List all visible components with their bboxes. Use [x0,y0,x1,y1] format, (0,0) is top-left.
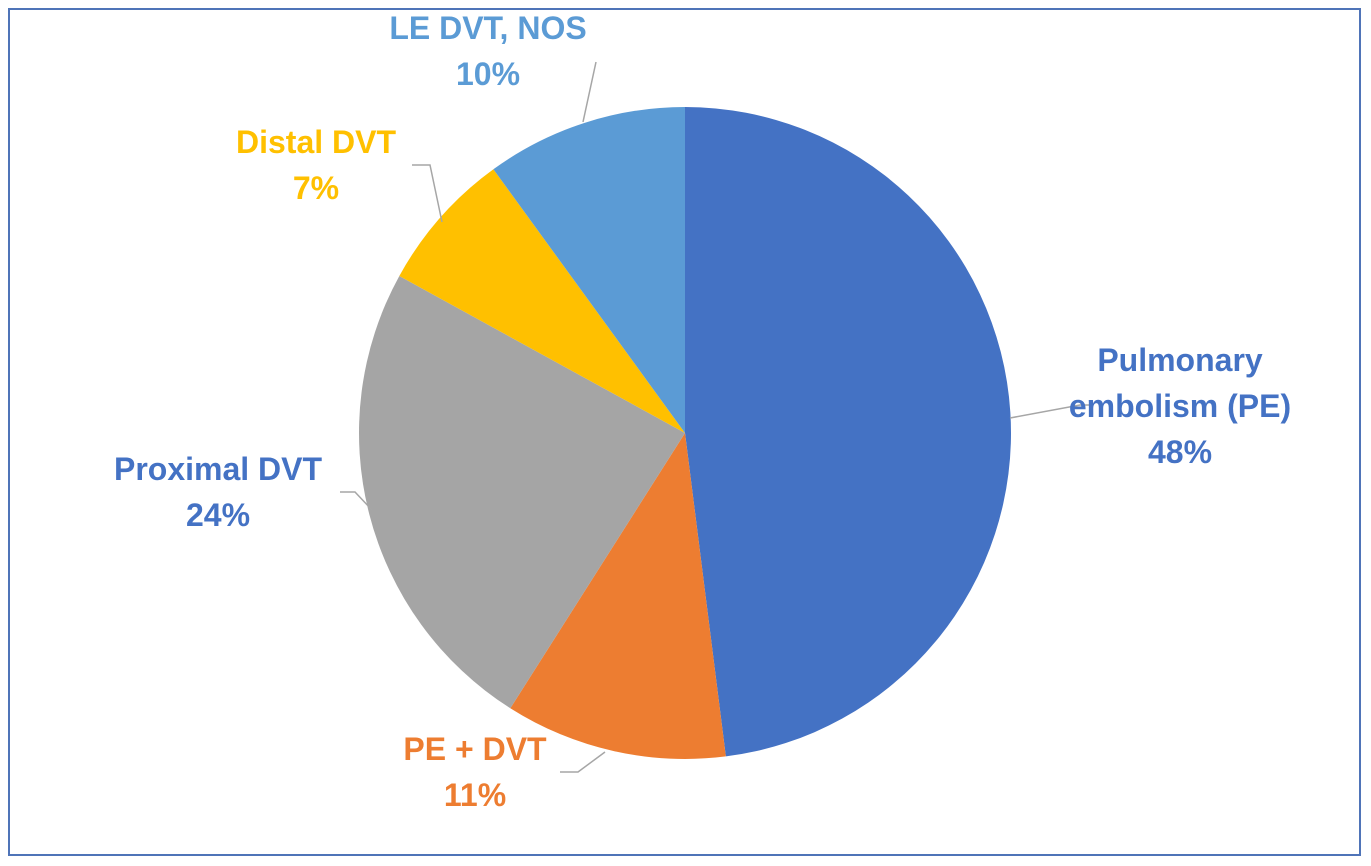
slice-category-label: embolism (PE) [1069,388,1291,424]
pie-slice-pe-dvt [510,433,726,759]
leader-line [582,61,597,123]
pie-slice-pulmonary-embolism-pe [685,107,1011,757]
pie-slice-distal-dvt [399,169,685,434]
pie-slices [358,107,1011,759]
slice-labels: Pulmonary embolism (PE) 48% PE + DVT 11% Prox… [114,10,1291,813]
slice-value-label: 24% [186,497,250,533]
slice-category-label: Proximal DVT [114,451,323,487]
pie-slice-le-dvt-nos [493,107,685,433]
slice-value-label: 10% [456,56,520,92]
slice-category-label: PE + DVT [403,731,547,767]
leader-line [340,491,373,511]
slice-value-label: 48% [1148,434,1212,470]
leader-line [412,164,443,223]
leader-line [560,751,606,773]
slice-category-label: Distal DVT [236,124,396,160]
pie-slice-proximal-dvt [358,275,685,709]
slice-category-label: Pulmonary [1097,342,1263,378]
slice-value-label: 7% [293,170,339,206]
slice-value-label: 11% [444,777,506,813]
leader-lines [340,61,1092,773]
slice-category-label: LE DVT, NOS [389,10,586,46]
leader-line [1009,404,1092,419]
